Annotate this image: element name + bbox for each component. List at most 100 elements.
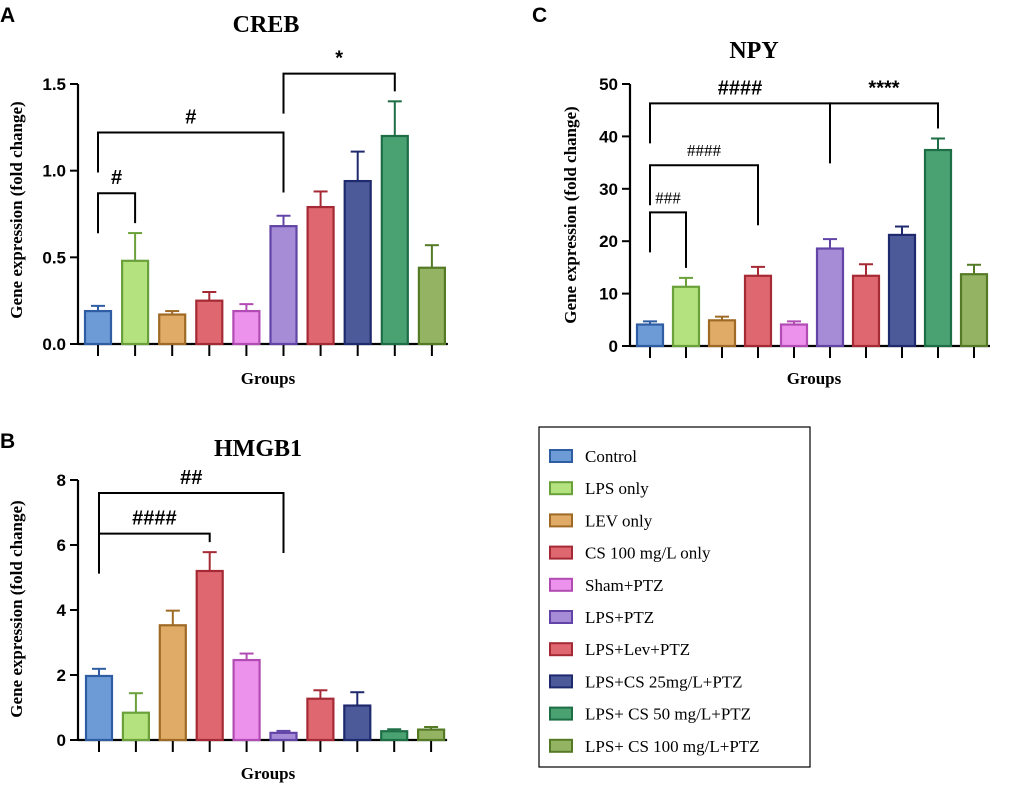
error-bar — [387, 100, 402, 136]
y-tick-label: 8 — [57, 471, 66, 490]
legend-label: LEV only — [585, 511, 653, 530]
significance-label: # — [111, 167, 122, 189]
chart-title: CREB — [233, 12, 300, 38]
legend-item: LPS+PTZ — [549, 608, 654, 627]
panel-letter-b: B — [0, 430, 15, 453]
significance-bracket: ## — [98, 467, 285, 553]
significance-label: ### — [655, 188, 681, 207]
legend-swatch — [549, 449, 573, 463]
legend-swatch — [549, 513, 573, 528]
bar-4 — [232, 309, 261, 346]
y-tick-label: 2 — [57, 666, 66, 685]
bar-6 — [306, 697, 335, 742]
bar-7 — [887, 233, 917, 348]
legend-label: LPS+ CS 100 mg/L+PTZ — [585, 737, 760, 756]
bar-3 — [743, 274, 773, 348]
y-tick-label: 1.5 — [42, 75, 66, 94]
significance-label: ## — [180, 467, 202, 489]
bar-2 — [158, 313, 187, 346]
error-bar — [895, 225, 909, 235]
error-bar — [92, 667, 106, 676]
bar-5 — [269, 225, 298, 346]
y-tick-label: 0.5 — [42, 248, 66, 267]
legend-swatch — [549, 545, 573, 560]
y-axis-label: Gene expression (fold change) — [7, 500, 26, 717]
significance-bracket: # — [97, 167, 137, 234]
y-tick-label: 0 — [57, 731, 66, 750]
y-tick-label: 6 — [57, 536, 66, 555]
bar-6 — [851, 274, 881, 348]
chart-hmgb1: HMGB1 Gene expression (fold change) Grou… — [7, 436, 448, 783]
y-tick-label: 30 — [599, 180, 618, 199]
error-bar — [313, 689, 328, 699]
significance-label: # — [185, 107, 196, 129]
error-bar — [823, 238, 837, 249]
legend-item: LPS+ CS 50 mg/L+PTZ — [549, 705, 751, 724]
y-tick-label: 50 — [599, 75, 618, 94]
chart-creb: CREB Gene expression (fold change) Group… — [7, 12, 448, 388]
legend-label: Control — [585, 447, 637, 466]
error-bar — [859, 263, 873, 276]
bar-9 — [417, 266, 446, 346]
legend-item: LPS only — [549, 479, 649, 498]
bar-0 — [84, 674, 114, 742]
bar-2 — [158, 624, 187, 742]
error-bar — [202, 551, 217, 571]
significance-bracket: ### — [649, 188, 687, 268]
error-bar — [424, 244, 439, 268]
legend-label: LPS+PTZ — [585, 608, 654, 627]
y-axis-label: Gene expression (fold change) — [7, 101, 26, 318]
chart-title: HMGB1 — [214, 436, 302, 462]
x-axis-label: Groups — [241, 369, 296, 388]
panel-letter-c: C — [532, 4, 547, 27]
error-bar — [679, 276, 693, 287]
bar-8 — [380, 730, 409, 742]
y-axis-label: Gene expression (fold change) — [561, 106, 580, 323]
legend-item: CS 100 mg/L only — [549, 544, 711, 563]
legend-swatch — [549, 577, 573, 592]
significance-bracket: #### — [98, 508, 211, 574]
legend: Control LPS only LEV only CS 100 mg/L only S… — [538, 426, 811, 768]
error-bar — [128, 232, 143, 261]
error-bar — [967, 263, 981, 275]
bar-0 — [635, 323, 665, 348]
legend-swatch — [549, 610, 573, 624]
bar-4 — [232, 658, 261, 742]
significance-bracket: **** — [829, 77, 939, 144]
bar-9 — [417, 728, 446, 742]
legend-swatch — [549, 642, 573, 657]
bar-0 — [83, 309, 113, 346]
error-bar — [128, 692, 143, 713]
legend-swatch — [549, 738, 573, 753]
bar-7 — [343, 704, 372, 742]
legend-swatch — [549, 674, 573, 689]
significance-bracket: * — [282, 48, 396, 114]
error-bar — [751, 265, 765, 276]
panel-letter-a: A — [0, 4, 15, 27]
legend-label: CS 100 mg/L only — [585, 544, 711, 563]
bar-9 — [959, 273, 989, 348]
significance-label: #### — [687, 141, 722, 160]
bar-1 — [120, 259, 150, 346]
bar-6 — [306, 205, 335, 346]
bar-1 — [121, 711, 151, 742]
y-tick-label: 1.0 — [42, 162, 66, 181]
bar-8 — [923, 148, 953, 348]
legend-swatch — [549, 481, 573, 496]
bar-3 — [195, 299, 224, 346]
bar-4 — [779, 323, 809, 348]
significance-label: **** — [868, 77, 899, 99]
chart-title: NPY — [729, 38, 778, 64]
legend-item: Sham+PTZ — [549, 576, 664, 595]
error-bar — [239, 303, 254, 312]
y-tick-label: 40 — [599, 127, 618, 146]
legend-label: LPS+CS 25mg/L+PTZ — [585, 672, 743, 691]
x-axis-label: Groups — [787, 369, 842, 388]
chart-npy: NPY Gene expression (fold change) Groups… — [561, 38, 990, 388]
error-bar — [350, 150, 365, 182]
legend-item: Control — [549, 447, 637, 466]
legend-item: LPS+Lev+PTZ — [549, 640, 690, 659]
significance-bracket: #### — [649, 77, 831, 164]
bar-3 — [195, 569, 224, 742]
